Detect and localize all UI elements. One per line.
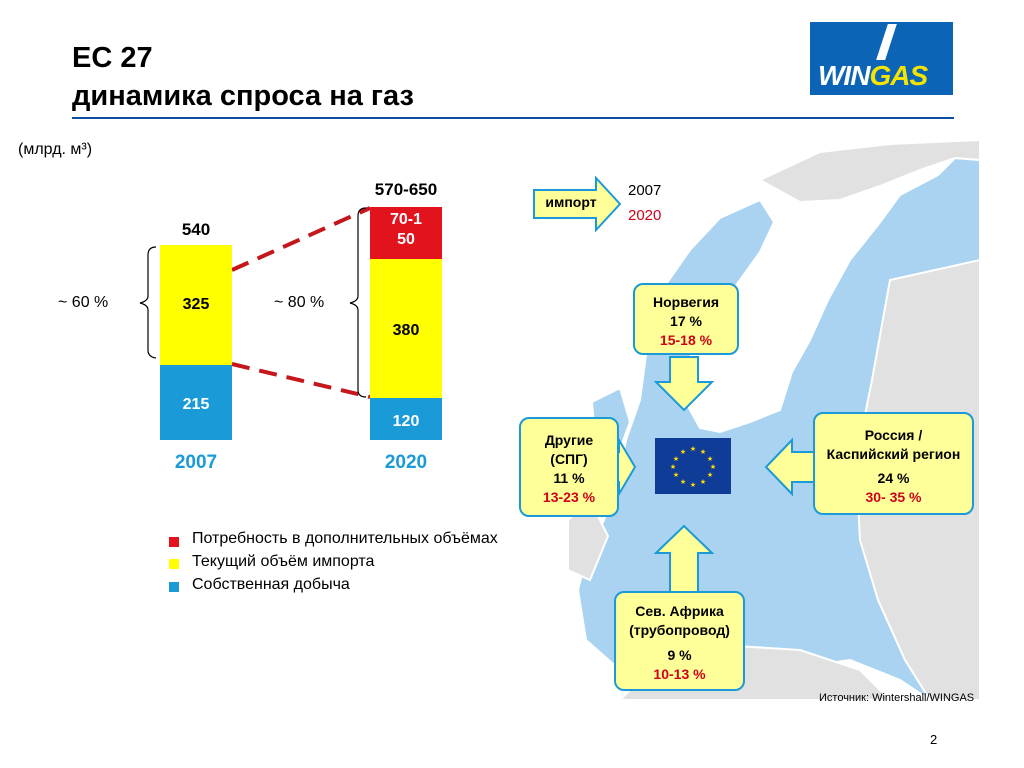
russia-share-2020: 30- 35 % <box>865 488 922 505</box>
bar-2020-own: 120 <box>370 398 442 440</box>
title-divider <box>72 117 954 119</box>
legend-year-2007: 2007 <box>628 182 662 199</box>
chart-connectors <box>139 206 371 399</box>
arrow-norway <box>653 356 715 412</box>
slide-title-line1: ЕС 27 <box>72 42 153 74</box>
svg-text:★: ★ <box>680 448 686 456</box>
svg-text:★: ★ <box>707 471 713 479</box>
unit-label: (млрд. м³) <box>18 141 93 158</box>
arrow-russia <box>764 437 816 497</box>
svg-text:★: ★ <box>700 448 706 456</box>
norway-share-2007: 17 % <box>670 312 702 329</box>
connector-top <box>231 206 371 272</box>
legend-label-own: Собственная добыча <box>192 576 350 593</box>
north-africa-name-line2: (трубопровод) <box>629 621 730 638</box>
north-africa-share-2020: 10-13 % <box>653 665 706 682</box>
page-number: 2 <box>930 732 938 747</box>
connector-bottom <box>231 362 371 399</box>
svg-text:★: ★ <box>673 455 679 463</box>
lng-name-line1: Другие <box>544 432 594 448</box>
norway-name: Норвегия <box>652 294 720 310</box>
import-share-2020: ~ 80 % <box>274 294 325 311</box>
north-africa-share-2007: 9 % <box>667 646 692 663</box>
legend-swatch-own <box>169 582 179 592</box>
total-2007: 540 <box>181 220 211 239</box>
northern-russia <box>757 140 980 204</box>
import-arrow <box>533 176 622 232</box>
logo-win: WIN <box>818 60 870 91</box>
eu-stars-icon: ★ ★★★ ★★★★ ★★★★ <box>670 445 716 489</box>
brace-2007 <box>139 246 157 359</box>
legend-swatch-import <box>169 559 179 569</box>
import-arrow-shape <box>533 176 622 232</box>
svg-text:★: ★ <box>707 455 713 463</box>
logo-gas: GAS <box>869 60 928 91</box>
svg-text:★: ★ <box>670 463 676 471</box>
import-share-2007: ~ 60 % <box>58 294 109 311</box>
svg-text:★: ★ <box>690 445 696 453</box>
wingas-logo: WINGAS <box>810 22 953 95</box>
x-tick-2007: 2007 <box>174 452 218 473</box>
svg-text:★: ★ <box>680 478 686 486</box>
lng-share-2007: 11 % <box>553 469 585 486</box>
bar-2007-import: 325 <box>160 245 232 365</box>
svg-text:★: ★ <box>700 478 706 486</box>
total-2020: 570-650 <box>374 180 438 199</box>
import-label: импорт <box>545 194 597 210</box>
lng-name-line2: (СПГ) <box>550 450 588 467</box>
slide-title-line2: динамика спроса на газ <box>72 80 414 112</box>
bar-2020-additional-label: 70-150 <box>389 211 423 248</box>
legend-year-2020: 2020 <box>628 207 662 224</box>
arrow-north-africa <box>653 524 715 596</box>
x-tick-2020: 2020 <box>384 452 428 473</box>
source-note: Источник: Wintershall/WINGAS <box>819 692 975 704</box>
bar-2007-import-label: 325 <box>182 296 210 313</box>
lng-share-2020: 13-23 % <box>542 488 596 505</box>
russia-name-line2: Каспийский регион <box>826 445 961 462</box>
legend-swatch-additional <box>169 537 179 547</box>
bar-2007-own: 215 <box>160 365 232 440</box>
eu-flag-icon: ★ ★ ★ ★ ★ ★ ★ ★ ★ ★ ★ ★ <box>655 438 731 494</box>
norway-share-2020: 15-18 % <box>659 331 713 348</box>
svg-text:★: ★ <box>710 463 716 471</box>
svg-text:★: ★ <box>673 471 679 479</box>
legend-label-import: Текущий объём импорта <box>192 553 375 570</box>
legend-label-additional: Потребность в дополнительных объёмах <box>192 530 498 547</box>
brace-2020 <box>349 207 367 398</box>
bar-2020-import: 380 <box>370 259 442 398</box>
box-russia: Россия / Каспийский регион 24 % 30- 35 % <box>813 412 974 515</box>
box-lng: Другие (СПГ) 11 % 13-23 % <box>519 417 619 517</box>
bar-2020-import-label: 380 <box>392 322 420 339</box>
svg-text:★: ★ <box>690 481 696 489</box>
box-norway: Норвегия 17 % 15-18 % <box>633 283 739 355</box>
bar-2007-own-label: 215 <box>182 396 210 413</box>
north-africa-name-line1: Сев. Африка <box>635 603 724 619</box>
russia-name-line1: Россия / <box>864 427 923 443</box>
bar-2020-own-label: 120 <box>392 413 420 430</box>
russia-share-2007: 24 % <box>877 469 910 486</box>
logo-wordmark: WINGAS <box>818 60 928 92</box>
box-north-africa: Сев. Африка (трубопровод) 9 % 10-13 % <box>614 591 745 691</box>
bar-2020-additional: 70-150 <box>370 207 442 259</box>
